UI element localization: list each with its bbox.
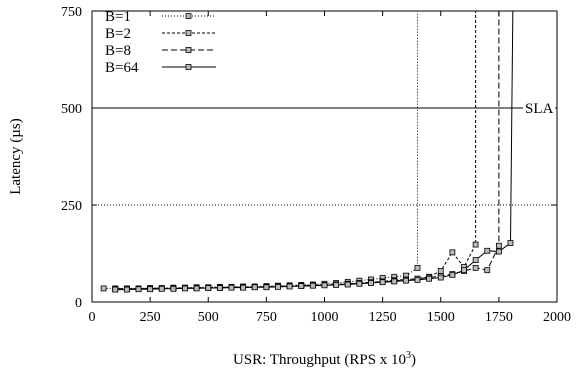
data-point — [263, 284, 270, 291]
y-tick-label: 0 — [75, 296, 82, 311]
data-point — [228, 284, 235, 291]
x-tick-label: 750 — [256, 310, 277, 325]
y-axis-label: Latency (µs) — [8, 118, 24, 195]
data-point — [321, 282, 328, 289]
legend-marker — [185, 13, 192, 19]
x-axis-label-suffix: ) — [411, 352, 416, 368]
x-axis-label-superscript: 3 — [406, 350, 411, 361]
data-point — [449, 249, 456, 256]
sla-label-background — [523, 98, 555, 118]
data-point — [356, 280, 363, 287]
x-tick-label: 1500 — [427, 310, 455, 325]
data-point — [472, 241, 479, 248]
legend-label: B=8 — [105, 43, 131, 59]
data-point — [391, 278, 398, 285]
data-point — [240, 284, 247, 291]
data-point — [344, 281, 351, 288]
data-point — [368, 280, 374, 286]
series-1 — [100, 11, 421, 292]
y-tick-label: 250 — [61, 199, 82, 214]
x-tick-label: 1250 — [369, 310, 397, 325]
series-4 — [112, 11, 514, 293]
data-point — [275, 283, 281, 290]
data-point — [309, 282, 316, 289]
axes — [91, 10, 558, 303]
y-tick-label: 500 — [61, 102, 82, 117]
series-line — [115, 11, 477, 290]
data-point — [495, 248, 502, 255]
series-2 — [112, 11, 479, 292]
data-point — [484, 247, 491, 254]
data-point — [205, 285, 212, 291]
series-3 — [112, 11, 502, 292]
legend-label: B=1 — [105, 9, 131, 25]
x-axis-label: USR: Throughput (RPS x 103) — [233, 350, 416, 368]
data-point — [100, 285, 107, 292]
data-point — [484, 267, 491, 274]
data-point — [402, 277, 409, 284]
legend-marker — [185, 64, 192, 70]
x-tick-label: 1750 — [485, 310, 513, 325]
legend-marker — [185, 30, 192, 36]
series-line — [115, 11, 514, 291]
data-point — [182, 285, 188, 292]
data-point — [112, 286, 119, 293]
series-layer — [100, 11, 514, 293]
data-point — [123, 286, 130, 293]
data-point — [472, 257, 479, 263]
series-line — [103, 11, 418, 289]
data-point — [461, 267, 467, 274]
data-point — [251, 284, 258, 291]
annotations: SLA — [92, 98, 557, 118]
data-point — [507, 240, 514, 246]
plot-frame — [91, 10, 558, 303]
data-point — [147, 286, 154, 293]
data-point — [426, 275, 433, 282]
legend: B=1B=2B=8B=64 — [105, 9, 216, 76]
legend-label: B=2 — [105, 26, 131, 42]
data-point — [286, 283, 293, 290]
x-tick-label: 500 — [198, 310, 219, 325]
y-tick-label: 750 — [61, 5, 82, 20]
grid-lines — [92, 107, 557, 206]
data-point — [298, 283, 305, 289]
data-point — [472, 264, 479, 271]
legend-marker — [185, 47, 192, 53]
data-point — [216, 285, 223, 291]
x-tick-label: 0 — [89, 310, 96, 325]
data-point — [495, 242, 502, 249]
data-point — [414, 264, 421, 271]
data-point — [333, 282, 340, 288]
data-point — [170, 285, 177, 292]
legend-label: B=64 — [105, 60, 139, 76]
data-point — [379, 279, 386, 286]
data-point — [437, 274, 444, 281]
x-tick-label: 250 — [140, 310, 161, 325]
series-line — [115, 11, 500, 290]
data-point — [414, 276, 421, 283]
data-point — [193, 285, 200, 292]
sla-label: SLA — [525, 101, 554, 117]
data-point — [449, 271, 456, 278]
x-tick-label: 1000 — [311, 310, 339, 325]
data-point — [158, 285, 165, 292]
tick-labels: 0 250 500 750 1000 1250 1500 1750 2000 0 250 500 750 — [61, 5, 571, 325]
data-point — [135, 286, 142, 293]
data-point — [437, 268, 444, 274]
x-tick-label: 2000 — [543, 310, 571, 325]
